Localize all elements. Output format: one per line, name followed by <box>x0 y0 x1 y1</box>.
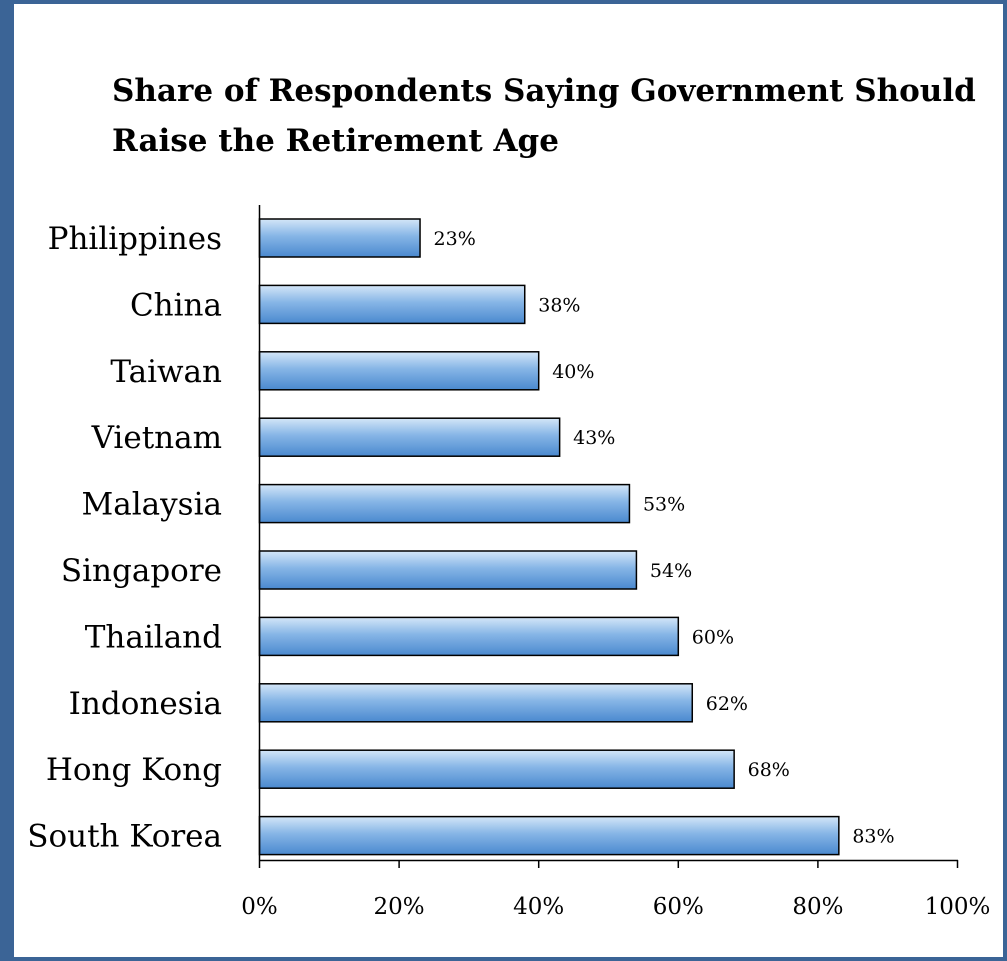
category-label-singapore: Singapore <box>61 553 222 589</box>
bar-thailand <box>258 616 680 657</box>
category-label-malaysia: Malaysia <box>82 487 222 523</box>
category-label-china: China <box>130 287 222 323</box>
bar-hong-kong <box>258 749 735 789</box>
data-label-indonesia: 62% <box>706 693 748 715</box>
category-label-philippines: Philippines <box>48 221 222 257</box>
data-label-china: 38% <box>538 294 580 316</box>
bar-south-korea <box>258 815 840 856</box>
data-label-philippines: 23% <box>434 228 476 250</box>
bar-malaysia <box>258 483 631 524</box>
chart-title: Share of Respondents Saying Government S… <box>112 73 976 159</box>
bars: Philippines 23% China 38% Taiwan 40% Vietnam 43… <box>27 218 895 856</box>
data-label-hong-kong: 68% <box>748 759 790 781</box>
bar-china <box>258 284 526 325</box>
data-label-taiwan: 40% <box>552 361 594 383</box>
category-label-hong-kong: Hong Kong <box>46 752 222 788</box>
data-label-vietnam: 43% <box>573 427 615 449</box>
data-label-south-korea: 83% <box>852 826 894 848</box>
axes: 0% 20% 40% 60% 80% 100% <box>241 205 990 920</box>
data-label-singapore: 54% <box>650 560 692 582</box>
category-label-indonesia: Indonesia <box>69 686 222 722</box>
x-tick-label-20: 20% <box>374 894 425 920</box>
bar-taiwan <box>258 351 540 391</box>
category-label-vietnam: Vietnam <box>91 420 222 456</box>
bar-singapore <box>258 550 638 590</box>
x-tick-label-60: 60% <box>653 894 704 920</box>
bar-vietnam <box>258 417 561 457</box>
x-tick-label-40: 40% <box>513 894 564 920</box>
x-tick-label-80: 80% <box>792 894 843 920</box>
category-label-taiwan: Taiwan <box>110 354 222 390</box>
x-tick-label-100: 100% <box>925 894 991 920</box>
category-label-south-korea: South Korea <box>27 819 222 855</box>
data-label-malaysia: 53% <box>643 494 685 516</box>
data-label-thailand: 60% <box>692 626 734 648</box>
bar-philippines <box>258 218 421 258</box>
bar-indonesia <box>258 683 694 723</box>
category-label-thailand: Thailand <box>85 619 222 655</box>
x-tick-label-0: 0% <box>241 894 278 920</box>
